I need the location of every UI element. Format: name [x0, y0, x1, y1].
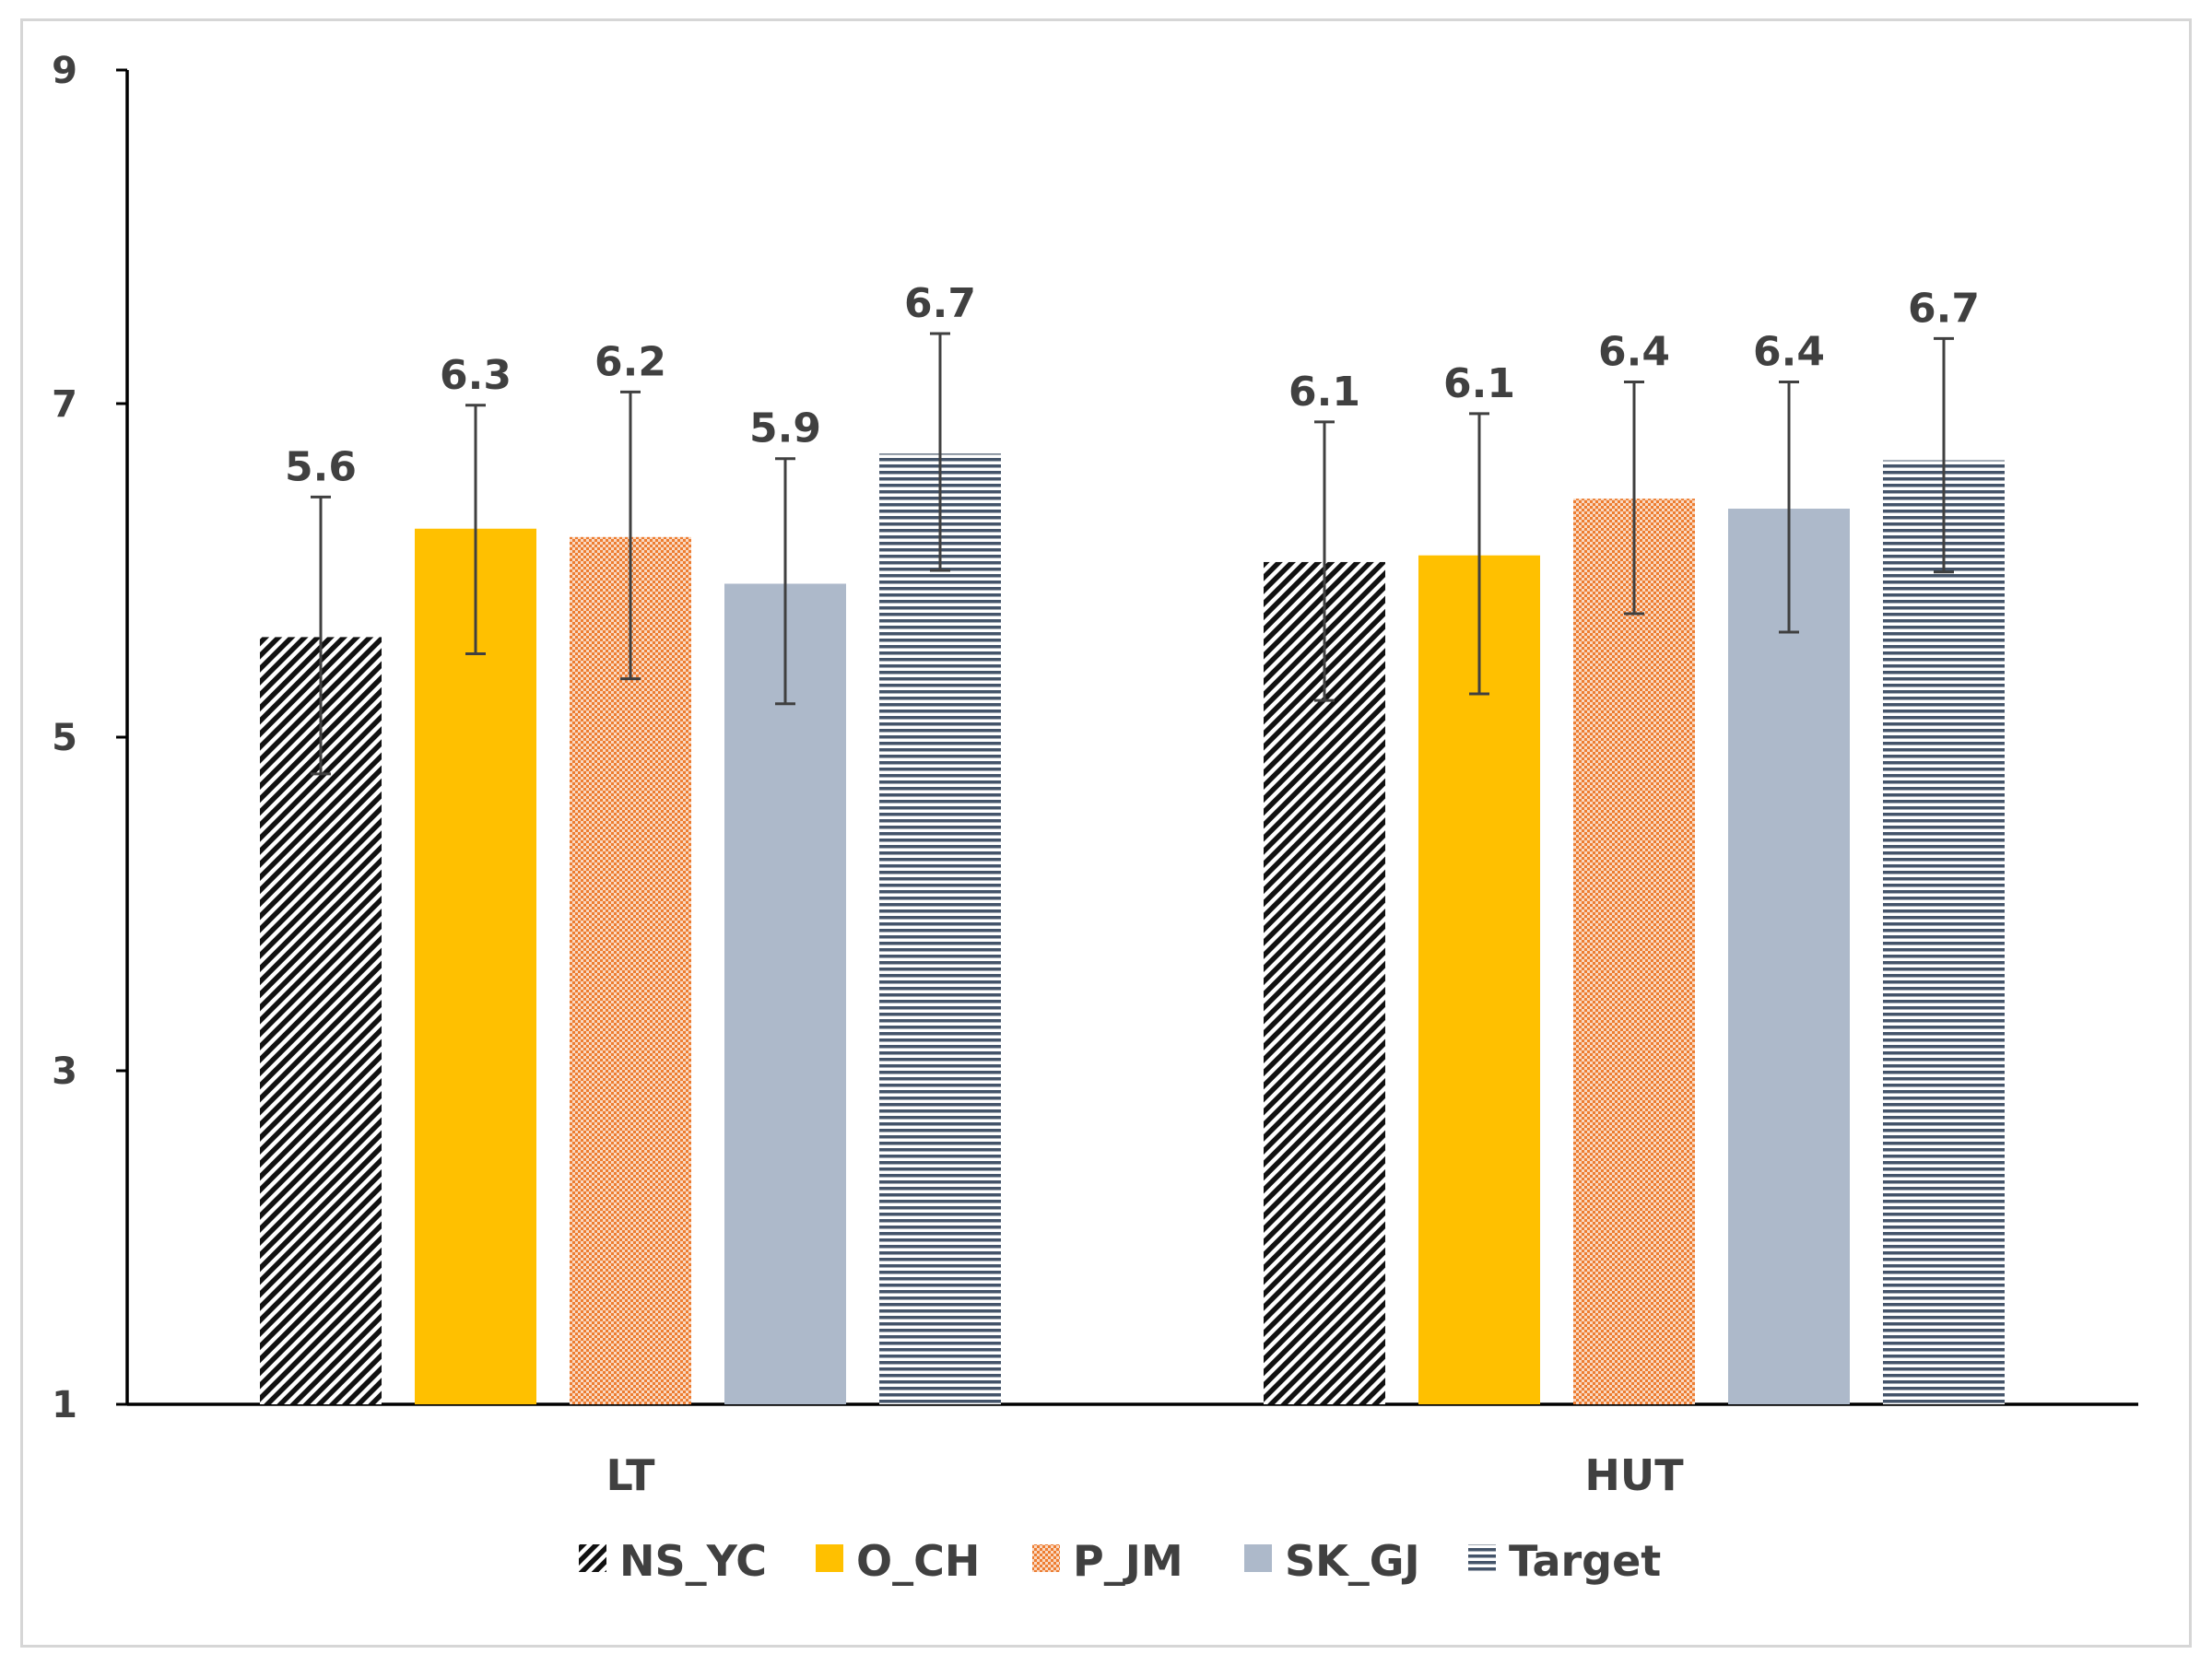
x-category-label-HUT: HUT	[1584, 1450, 1684, 1500]
data-label-P_JM-LT: 6.2	[594, 338, 666, 385]
bar-SK_GJ-HUT	[1728, 509, 1850, 1404]
bar-SK_GJ-LT	[724, 583, 846, 1404]
legend-label-Target: Target	[1509, 1536, 1661, 1586]
data-label-O_CH-HUT: 6.1	[1443, 360, 1515, 407]
legend-swatch-O_CH	[816, 1544, 843, 1572]
bar-P_JM-LT	[570, 536, 691, 1404]
data-label-SK_GJ-HUT: 6.4	[1753, 328, 1825, 375]
data-label-NS_YC-HUT: 6.1	[1288, 369, 1360, 416]
data-label-SK_GJ-LT: 5.9	[749, 405, 821, 452]
y-tick-label: 3	[52, 1050, 77, 1093]
bar-Target-HUT	[1883, 460, 2005, 1404]
bar-P_JM-HUT	[1573, 499, 1695, 1404]
legend-swatch-SK_GJ	[1244, 1544, 1272, 1572]
bar-O_CH-HUT	[1418, 555, 1540, 1404]
legend-swatch-NS_YC	[579, 1544, 606, 1572]
x-category-label-LT: LT	[606, 1450, 655, 1500]
y-tick-label: 1	[52, 1384, 77, 1426]
legend-label-O_CH: O_CH	[856, 1536, 980, 1586]
y-tick-label: 5	[52, 717, 77, 759]
legend-label-P_JM: P_JM	[1073, 1536, 1183, 1586]
y-tick-label: 7	[52, 383, 77, 426]
y-tick-label: 9	[52, 50, 77, 92]
legend-label-SK_GJ: SK_GJ	[1285, 1536, 1420, 1586]
bar-NS_YC-HUT	[1264, 561, 1385, 1404]
data-label-NS_YC-LT: 5.6	[285, 443, 357, 490]
legend-swatch-P_JM	[1032, 1544, 1060, 1572]
bar-Target-LT	[879, 453, 1001, 1404]
data-label-P_JM-HUT: 6.4	[1598, 328, 1670, 375]
data-label-Target-HUT: 6.7	[1908, 285, 1980, 332]
data-label-O_CH-LT: 6.3	[440, 352, 512, 399]
bar-O_CH-LT	[415, 528, 536, 1404]
legend-label-NS_YC: NS_YC	[619, 1536, 767, 1586]
data-label-Target-LT: 6.7	[904, 280, 976, 327]
legend-swatch-Target	[1468, 1544, 1496, 1572]
